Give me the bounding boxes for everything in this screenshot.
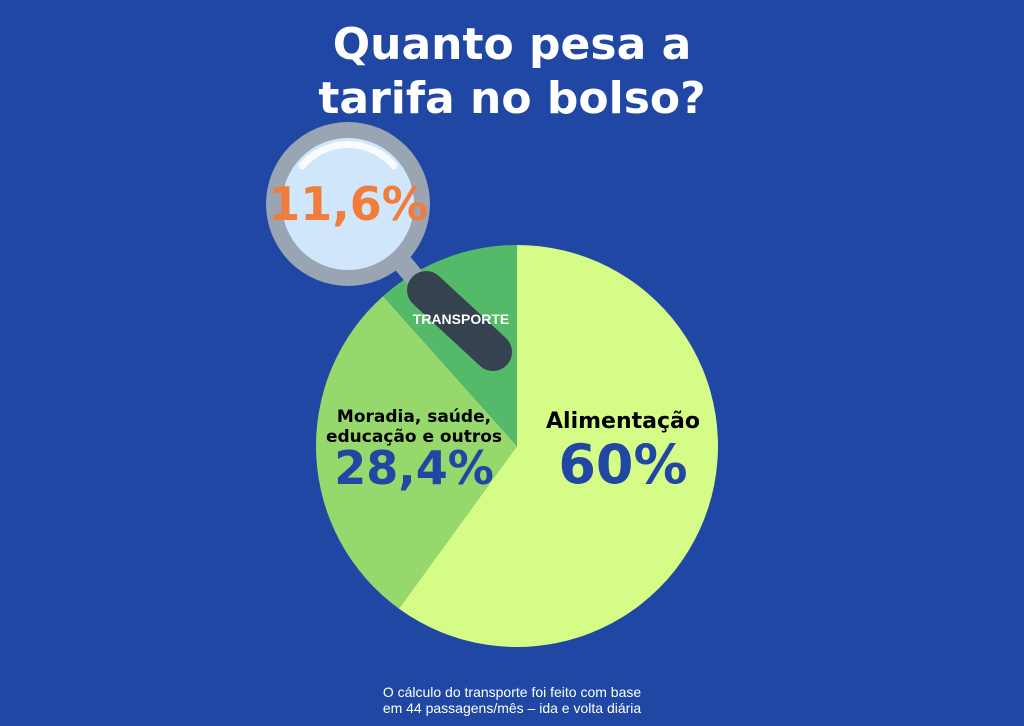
transport-label: TRANSPORTE [413,311,509,327]
title-line-2: tarifa no bolso? [318,73,706,124]
footnote-line-2: em 44 passagens/mês – ida e volta diária [382,700,642,716]
magnifier-glare [298,141,398,170]
slice-moradia-saude-educacao [316,296,517,609]
title-line-1: Quanto pesa a [332,19,692,70]
transport-value-label: 11,6% [268,177,428,231]
alimentacao-label: Alimentação [546,409,700,434]
slice-alimentacao [398,245,719,647]
magnifying-glass-icon: 11,6% [266,122,512,371]
magnifier-lens [282,138,414,270]
magnifier-handle [407,271,512,371]
chart-title: Quanto pesa a tarifa no bolso? [0,18,1024,126]
alimentacao-value-label: 60% [558,433,687,496]
moradia-label-line-2: educação e outros [326,427,502,447]
moradia-label-line-1: Moradia, saúde, [337,407,491,427]
footnote: O cálculo do transporte foi feito com ba… [0,684,1024,716]
footnote-line-1: O cálculo do transporte foi feito com ba… [382,684,642,700]
moradia-value-label: 28,4% [334,441,494,495]
